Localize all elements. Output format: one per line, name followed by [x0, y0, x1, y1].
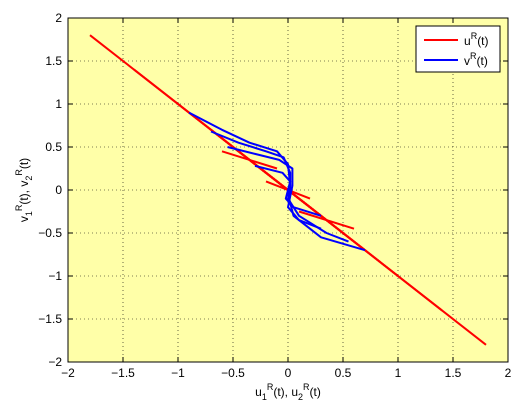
legend-label-u: uR(t) — [464, 31, 489, 48]
x-label-sup2: R — [303, 382, 310, 392]
y-label-sub1: 1 — [24, 211, 34, 216]
y-tick-label: −2 — [48, 355, 62, 369]
x-label-sub2: 2 — [298, 392, 303, 402]
y-label-sup2: R — [14, 169, 24, 176]
y-tick-label: 2 — [55, 11, 62, 25]
y-label-base2: v — [17, 181, 31, 187]
y-tick-label: −1.5 — [38, 312, 62, 326]
y-tick-label: 0.5 — [45, 140, 62, 154]
y-label-sup1: R — [14, 204, 24, 211]
x-label-tail2: (t) — [310, 385, 321, 399]
x-tick-label: 2 — [505, 366, 512, 380]
x-label-base2: u — [291, 385, 298, 399]
x-label-sub1: 1 — [262, 392, 267, 402]
y-tick-label: −0.5 — [38, 226, 62, 240]
x-axis-label: u1R(t), u2R(t) — [255, 382, 321, 402]
legend-u-sup: R — [471, 31, 478, 41]
ticks: −2 −1.5 −1 −0.5 0 0.5 1 1.5 2 −2 −1.5 −1 −0.5 0 0.5 1 1.… — [38, 11, 511, 380]
y-tick-label: 0 — [55, 183, 62, 197]
y-tick-label: 1 — [55, 97, 62, 111]
x-tick-label: 0 — [285, 366, 292, 380]
y-label-tail1: (t), — [17, 187, 31, 205]
x-tick-label: 0.5 — [335, 366, 352, 380]
x-label-sup1: R — [267, 382, 274, 392]
legend-v-base: v — [464, 54, 470, 68]
legend-label-v: vR(t) — [464, 51, 488, 68]
x-tick-label: 1 — [395, 366, 402, 380]
y-label-sub2: 2 — [24, 176, 34, 181]
u-series-line-6 — [221, 150, 278, 170]
legend-v-tail: (t) — [477, 54, 488, 68]
data-layer — [89, 34, 487, 346]
u-series-line-7 — [298, 210, 355, 230]
v-series-curve-0 — [188, 111, 366, 252]
x-tick-label: −2 — [61, 366, 75, 380]
legend-u-base: u — [464, 34, 471, 48]
y-label-base1: v — [17, 216, 31, 222]
x-tick-label: 1.5 — [445, 366, 462, 380]
x-label-base1: u — [255, 385, 262, 399]
y-label-tail2: (t) — [17, 158, 31, 169]
legend-v-sup: R — [470, 51, 477, 61]
y-tick-label: −1 — [48, 269, 62, 283]
legend: uR(t) vR(t) — [415, 25, 501, 73]
y-axis-label: v1R(t), v2R(t) — [14, 158, 34, 222]
v-series-curve-3 — [254, 164, 322, 217]
x-tick-label: −1.5 — [111, 366, 135, 380]
x-label-tail1: (t), — [273, 385, 291, 399]
legend-box — [415, 25, 501, 73]
v-series-curve-2 — [227, 146, 322, 230]
x-tick-label: −1 — [171, 366, 185, 380]
legend-u-tail: (t) — [477, 34, 488, 48]
x-tick-label: −0.5 — [221, 366, 245, 380]
y-tick-label: 1.5 — [45, 54, 62, 68]
